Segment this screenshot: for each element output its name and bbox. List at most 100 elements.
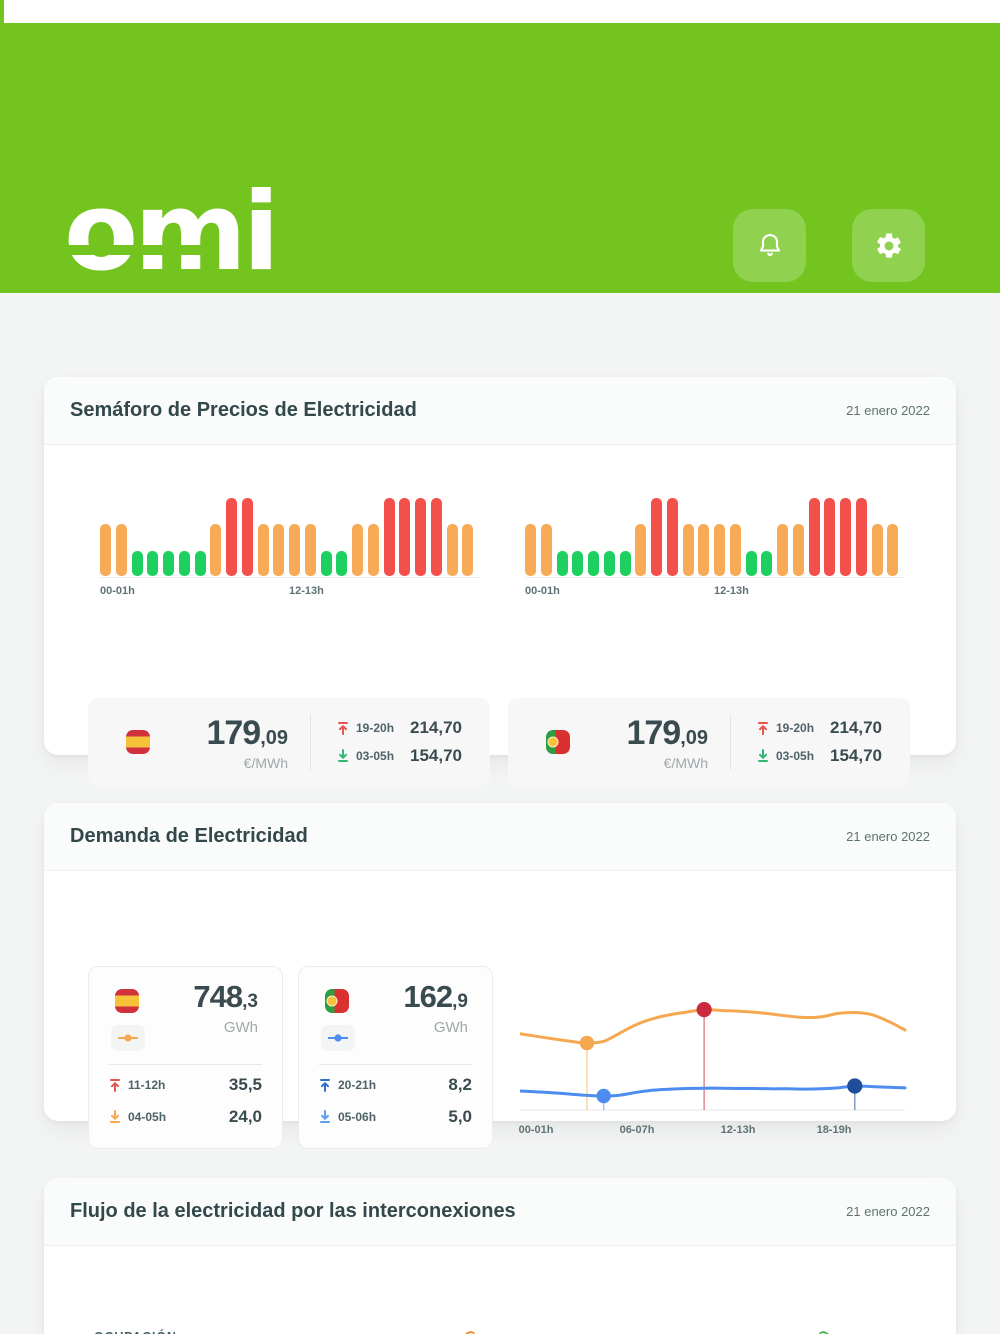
gear-icon	[874, 231, 904, 261]
price-level-bar	[540, 524, 552, 576]
price-level-bar	[163, 551, 174, 576]
price-level-bar	[761, 551, 773, 576]
divider	[319, 1064, 472, 1065]
omi-logo: omi	[62, 179, 280, 287]
import-column-header: IMPORT.	[462, 1330, 539, 1334]
axis-label: 06-07h	[619, 1124, 655, 1136]
demanda-card: Demanda de Electricidad 21 enero 2022 74…	[44, 803, 956, 1149]
price-level-bar	[635, 524, 647, 576]
price-value: 179	[626, 713, 681, 752]
price-level-bar	[698, 524, 710, 576]
arrow-up-to-bar-icon	[757, 721, 769, 735]
price-level-bar	[714, 524, 725, 576]
price-level-bar	[194, 551, 206, 576]
semaforo-card-header: Semáforo de Precios de Electricidad 21 e…	[44, 377, 956, 445]
price-level-bar	[430, 498, 442, 576]
price-level-bar	[792, 524, 804, 576]
price-level-bar	[840, 498, 851, 576]
export-column-header: EXPORT.	[815, 1330, 895, 1334]
demand-stat-spain: 748,3 GWh 11-12h 35,5 04-05h 24,0	[88, 966, 283, 1149]
price-level-bar	[257, 524, 269, 576]
divider	[310, 714, 311, 770]
max-demand-row: 20-21h 8,2	[319, 1075, 472, 1095]
price-unit: €/MWh	[663, 754, 708, 771]
spain-flag-icon	[126, 730, 150, 754]
divider	[109, 1064, 262, 1065]
max-price-row: 19-20h 214,70	[337, 716, 462, 741]
max-demand-row: 11-12h 35,5	[109, 1075, 262, 1095]
min-price-row: 03-05h 154,70	[757, 744, 882, 769]
max-price-row: 19-20h 214,70	[757, 716, 882, 741]
price-summary-portugal: 179,09 €/MWh 19-20h 214,70 03-05h	[508, 698, 910, 786]
price-level-bar	[415, 498, 426, 576]
price-bars-chart-portugal: 00-01h 12-13h	[525, 497, 904, 597]
min-demand-row: 04-05h 24,0	[109, 1107, 262, 1127]
arrow-down-to-bar-icon	[109, 1110, 121, 1124]
notifications-button[interactable]	[733, 209, 806, 282]
price-level-bar	[147, 551, 159, 576]
price-level-bar	[525, 524, 536, 576]
price-level-bar	[273, 524, 285, 576]
price-bars-chart-spain: 00-01h 12-13h	[100, 497, 479, 597]
top-strip	[0, 0, 1000, 23]
price-minmax-portugal: 19-20h 214,70 03-05h 154,70	[757, 713, 882, 772]
price-level-bar	[210, 524, 222, 576]
demand-series-españa	[518, 1008, 907, 1045]
logo-text: omi	[64, 170, 280, 295]
price-level-bar	[556, 551, 568, 576]
axis-label: 12-13h	[289, 585, 324, 597]
price-level-bar	[682, 524, 694, 576]
semaforo-date: 21 enero 2022	[846, 403, 930, 418]
price-summary-spain: 179,09 €/MWh 19-20h 214,70 03-05h	[88, 698, 490, 786]
price-value: 179	[206, 713, 261, 752]
app-header: omi	[0, 23, 1000, 293]
price-level-bar	[871, 524, 883, 576]
price-level-bar	[399, 498, 411, 576]
flujo-title: Flujo de la electricidad por las interco…	[70, 1200, 516, 1222]
demand-unit: GWh	[223, 1019, 258, 1036]
price-minmax-spain: 19-20h 214,70 03-05h 154,70	[337, 713, 462, 772]
divider	[730, 714, 731, 770]
demanda-card-header: Demanda de Electricidad 21 enero 2022	[44, 803, 956, 871]
header-actions	[733, 209, 925, 282]
price-main-spain: 179,09 €/MWh	[166, 714, 288, 771]
price-level-bar	[320, 551, 332, 576]
demand-line-chart-svg	[518, 1002, 907, 1111]
min-price-row: 03-05h 154,70	[337, 744, 462, 769]
price-level-bar	[336, 551, 348, 576]
flujo-card-header: Flujo de la electricidad por las interco…	[44, 1178, 956, 1246]
occupation-column-header: OCUPACIÓN	[94, 1330, 177, 1334]
price-unit: €/MWh	[243, 754, 288, 771]
arrow-up-to-bar-icon	[109, 1078, 121, 1092]
price-level-bar	[666, 498, 678, 576]
price-level-bar	[131, 551, 143, 576]
price-level-bar	[100, 524, 111, 576]
price-level-bar	[226, 498, 237, 576]
price-level-bar	[304, 524, 316, 576]
price-level-bar	[651, 498, 662, 576]
max-dot	[847, 1078, 863, 1094]
demand-value: 748,3	[193, 979, 258, 1014]
settings-button[interactable]	[852, 209, 925, 282]
flujo-date: 21 enero 2022	[846, 1204, 930, 1219]
price-level-bar	[178, 551, 190, 576]
import-icon	[462, 1330, 479, 1334]
price-level-bar	[745, 551, 757, 576]
line-marker-icon	[321, 1025, 355, 1051]
price-level-bar	[446, 524, 458, 576]
semaforo-title: Semáforo de Precios de Electricidad	[70, 399, 417, 421]
arrow-down-to-bar-icon	[319, 1110, 331, 1124]
arrow-down-to-bar-icon	[337, 749, 349, 763]
demand-line-chart: 00-01h 06-07h 12-13h 18-19h	[518, 966, 910, 1146]
axis-label: 00-01h	[525, 585, 560, 597]
min-demand-row: 05-06h 5,0	[319, 1107, 472, 1127]
max-dot	[696, 1002, 712, 1018]
demand-series-portugal	[518, 1084, 907, 1098]
price-level-bar	[619, 551, 631, 576]
demanda-date: 21 enero 2022	[846, 829, 930, 844]
price-level-bar	[241, 498, 253, 576]
price-level-bar	[808, 498, 820, 576]
price-level-bar	[289, 524, 300, 576]
price-level-bar	[572, 551, 584, 576]
axis-label: 12-13h	[720, 1124, 756, 1136]
